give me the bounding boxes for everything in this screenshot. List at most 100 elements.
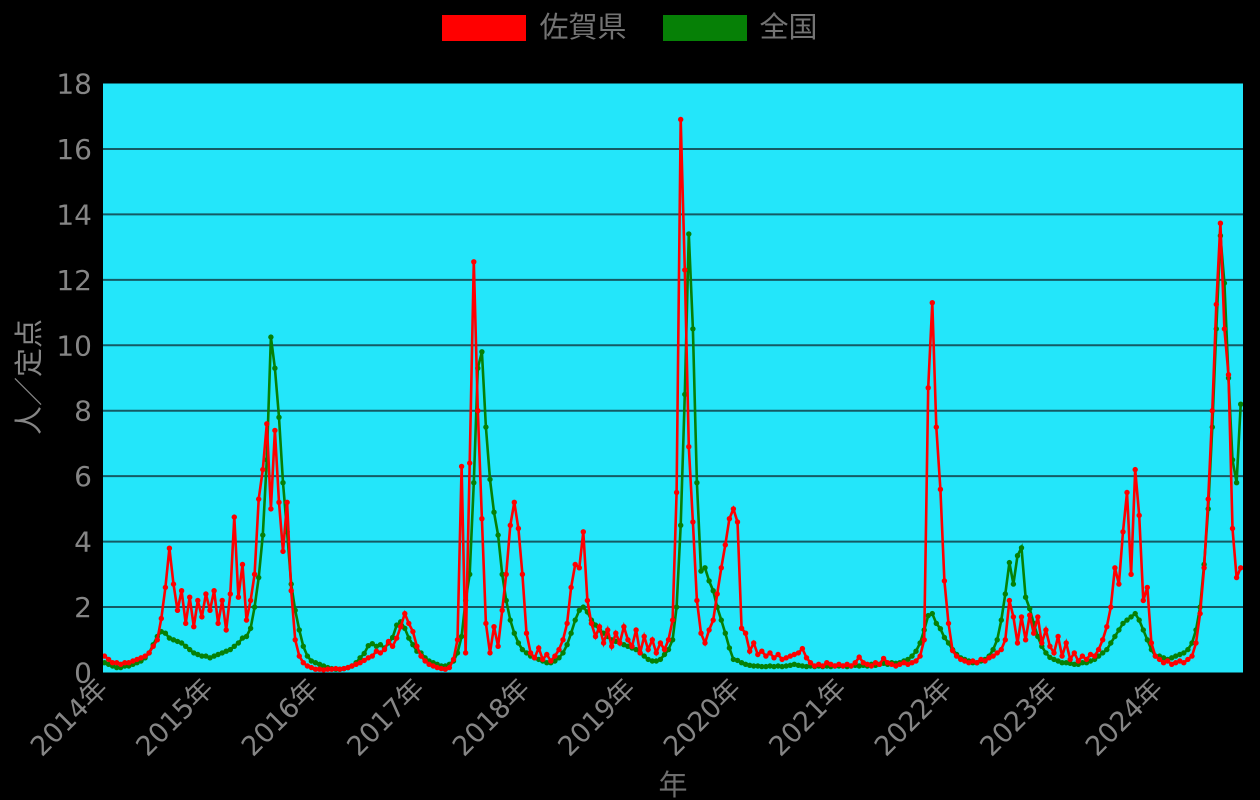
zenkoku-series-marker xyxy=(503,597,509,604)
saga-series-marker xyxy=(596,624,603,630)
zenkoku-series-marker xyxy=(1120,620,1126,627)
saga-series-marker xyxy=(1112,565,1118,571)
saga-series-marker xyxy=(576,565,582,571)
saga-series-marker xyxy=(260,466,266,473)
saga-series-marker xyxy=(483,620,489,627)
zenkoku-series-marker xyxy=(195,651,201,658)
zenkoku-series-marker xyxy=(1022,594,1029,600)
zenkoku-series-marker xyxy=(471,480,477,486)
y-tick-label-14: 14 xyxy=(56,198,92,231)
zenkoku-series-marker xyxy=(747,662,753,668)
zenkoku-series-marker xyxy=(779,663,785,670)
zenkoku-series-marker xyxy=(1043,650,1049,656)
saga-series-marker xyxy=(1164,658,1171,664)
saga-series-marker xyxy=(726,516,733,522)
saga-series-marker xyxy=(1148,640,1155,646)
zenkoku-series-marker xyxy=(166,635,173,641)
zenkoku-series-marker xyxy=(1071,661,1078,667)
zenkoku-series-marker xyxy=(276,414,282,420)
saga-series-marker xyxy=(316,666,323,672)
zenkoku-series-marker xyxy=(1112,633,1118,640)
zenkoku-series-marker xyxy=(458,633,465,640)
zenkoku-series-marker xyxy=(162,630,169,636)
saga-series-marker xyxy=(1132,466,1138,473)
zenkoku-series-marker xyxy=(207,655,213,661)
saga-series-marker xyxy=(1027,612,1033,618)
saga-series-marker xyxy=(1173,660,1179,666)
saga-series-marker xyxy=(730,506,737,512)
saga-series-marker xyxy=(982,658,988,664)
zenkoku-series-marker xyxy=(799,663,806,669)
zenkoku-series-marker xyxy=(300,643,306,649)
zenkoku-series-marker xyxy=(686,231,692,237)
zenkoku-series-marker xyxy=(187,646,193,653)
zenkoku-series-marker xyxy=(223,648,229,654)
saga-series-marker xyxy=(531,655,538,661)
saga-series-marker xyxy=(1039,640,1045,646)
zenkoku-series-marker xyxy=(576,607,582,613)
saga-series-marker xyxy=(142,653,148,659)
saga-series-marker xyxy=(1095,646,1102,653)
zenkoku-series-marker xyxy=(320,663,327,669)
saga-series-marker xyxy=(767,650,773,656)
saga-series-marker xyxy=(657,640,664,646)
saga-series-marker xyxy=(438,665,444,672)
saga-series-marker xyxy=(503,571,509,577)
saga-series-marker xyxy=(1083,656,1090,663)
saga-series-marker xyxy=(1128,571,1134,577)
saga-series-marker xyxy=(162,584,169,591)
saga-series-marker xyxy=(1014,640,1021,646)
saga-series-marker xyxy=(625,637,631,643)
saga-series-marker xyxy=(1144,584,1151,591)
zenkoku-series-marker xyxy=(365,643,371,649)
zenkoku-series-marker xyxy=(556,655,562,661)
zenkoku-series-marker xyxy=(251,604,258,610)
zenkoku-series-marker xyxy=(1185,646,1191,653)
zenkoku-series-marker xyxy=(905,656,911,663)
saga-series-group xyxy=(103,116,1243,673)
zenkoku-series-marker xyxy=(499,571,505,577)
saga-series-marker xyxy=(921,637,927,643)
saga-series-marker xyxy=(734,519,741,525)
zenkoku-series-marker xyxy=(751,663,757,669)
saga-series-marker xyxy=(191,624,197,630)
saga-series-marker xyxy=(442,666,448,672)
y-tick-label-2: 2 xyxy=(74,591,92,624)
saga-series-marker xyxy=(426,661,432,667)
zenkoku-series-marker xyxy=(1144,637,1151,643)
zenkoku-series-marker xyxy=(678,522,684,528)
zenkoku-series-marker xyxy=(925,612,931,619)
zenkoku-series-marker xyxy=(759,663,765,670)
zenkoku-series-marker xyxy=(199,653,205,659)
saga-series-marker xyxy=(1205,496,1211,502)
y-tick-label-10: 10 xyxy=(56,329,92,362)
saga-series-marker xyxy=(219,597,225,604)
zenkoku-series-marker xyxy=(519,646,526,653)
saga-series-marker xyxy=(633,627,639,633)
zenkoku-series-marker xyxy=(1189,640,1195,646)
saga-series-marker xyxy=(1006,597,1013,604)
saga-series-marker xyxy=(1075,658,1082,664)
saga-series-marker xyxy=(1022,637,1029,643)
saga-series-marker xyxy=(1225,372,1232,378)
zenkoku-series-marker xyxy=(665,646,672,653)
zenkoku-series-marker xyxy=(272,365,278,371)
zenkoku-series-marker xyxy=(803,663,810,670)
zenkoku-series-marker xyxy=(511,630,517,636)
x-tick-label-2022: 2022年 xyxy=(869,673,959,763)
zenkoku-series-marker xyxy=(1027,606,1033,612)
saga-series-marker xyxy=(1140,597,1147,604)
saga-series-marker xyxy=(1091,653,1098,659)
zenkoku-series-marker xyxy=(1104,646,1110,653)
saga-series-marker xyxy=(138,655,144,661)
saga-series-marker xyxy=(1181,660,1187,666)
saga-series-marker xyxy=(1221,326,1228,332)
saga-series-marker xyxy=(884,660,891,666)
saga-series-marker xyxy=(568,584,574,591)
saga-series-marker xyxy=(1238,565,1243,571)
saga-series-marker xyxy=(710,617,716,623)
saga-series-marker xyxy=(852,660,858,666)
saga-series-marker xyxy=(454,637,461,643)
saga-series-marker xyxy=(462,650,469,656)
